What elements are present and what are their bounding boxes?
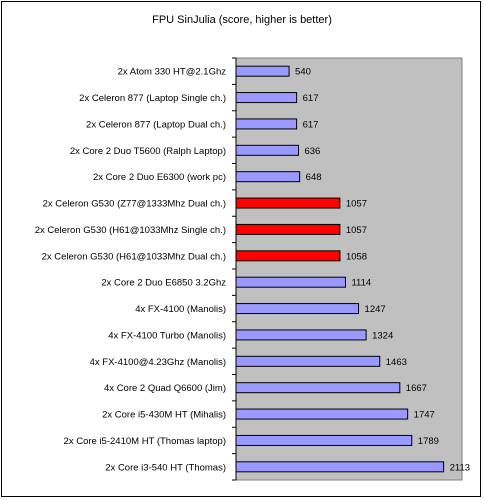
bar bbox=[235, 408, 409, 420]
category-label: 2x Atom 330 HT@2.1Ghz bbox=[118, 67, 227, 78]
bar bbox=[235, 250, 341, 262]
bar bbox=[235, 355, 381, 367]
value-label: 1789 bbox=[418, 436, 439, 447]
bars bbox=[235, 65, 445, 473]
bar bbox=[235, 92, 298, 104]
category-label: 2x Core i5-430M HT (Mihalis) bbox=[102, 410, 226, 421]
bar bbox=[235, 461, 445, 473]
category-label: 2x Celeron G530 (H61@1033Mhz Single ch.) bbox=[35, 225, 226, 236]
value-label: 1058 bbox=[346, 251, 367, 262]
bar bbox=[235, 171, 301, 183]
value-label: 1247 bbox=[365, 304, 386, 315]
category-label: 2x Celeron 877 (Laptop Dual ch.) bbox=[86, 119, 226, 130]
bar bbox=[235, 329, 367, 341]
bar bbox=[235, 118, 298, 130]
value-label: 1667 bbox=[406, 383, 427, 394]
category-label: 4x FX-4100@4.23Ghz (Manolis) bbox=[90, 357, 226, 368]
value-label: 648 bbox=[306, 172, 322, 183]
category-label: 2x Core i5-2410M HT (Thomas laptop) bbox=[64, 436, 226, 447]
category-label: 2x Celeron G530 (Z77@1333Mhz Dual ch.) bbox=[43, 199, 226, 210]
value-label: 1057 bbox=[346, 225, 367, 236]
value-label: 540 bbox=[295, 67, 311, 78]
category-label: 2x Core 2 Duo E6300 (work pc) bbox=[93, 172, 226, 183]
value-label: 1057 bbox=[346, 199, 367, 210]
value-label: 1747 bbox=[414, 410, 435, 421]
bar bbox=[235, 276, 346, 288]
chart-title: FPU SinJulia (score, higher is better) bbox=[152, 14, 332, 26]
value-labels: 540 617 617 636 648 1057 1057 1058 1114 1247 1324 1… bbox=[295, 67, 470, 474]
bar bbox=[235, 303, 360, 315]
category-ticks bbox=[232, 57, 236, 481]
category-label: 2x Celeron G530 (H61@1033Mhz Dual ch.) bbox=[42, 251, 226, 262]
value-label: 1114 bbox=[351, 278, 371, 289]
category-label: 4x FX-4100 Turbo (Manolis) bbox=[108, 330, 226, 341]
category-label: 4x Core 2 Quad Q6600 (Jim) bbox=[104, 383, 226, 394]
bar bbox=[235, 197, 341, 209]
value-label: 2113 bbox=[450, 462, 470, 473]
bar bbox=[235, 434, 413, 446]
category-label: 4x FX-4100 (Manolis) bbox=[135, 304, 226, 315]
category-labels: 2x Atom 330 HT@2.1Ghz 2x Celeron 877 (Lap… bbox=[35, 67, 227, 474]
value-label: 617 bbox=[303, 93, 319, 104]
category-label: 2x Core 2 Duo T5600 (Ralph Laptop) bbox=[70, 146, 226, 157]
category-label: 2x Celeron 877 (Laptop Single ch.) bbox=[79, 93, 226, 104]
category-label: 2x Core i3-540 HT (Thomas) bbox=[105, 462, 226, 473]
bar bbox=[235, 65, 290, 77]
bar bbox=[235, 223, 341, 235]
bar bbox=[235, 144, 299, 156]
value-label: 1463 bbox=[386, 357, 407, 368]
value-label: 636 bbox=[304, 146, 320, 157]
value-label: 1324 bbox=[372, 330, 393, 341]
value-label: 617 bbox=[303, 119, 319, 130]
bar bbox=[235, 382, 401, 394]
category-label: 2x Core 2 Duo E6850 3.2Ghz bbox=[101, 278, 226, 289]
